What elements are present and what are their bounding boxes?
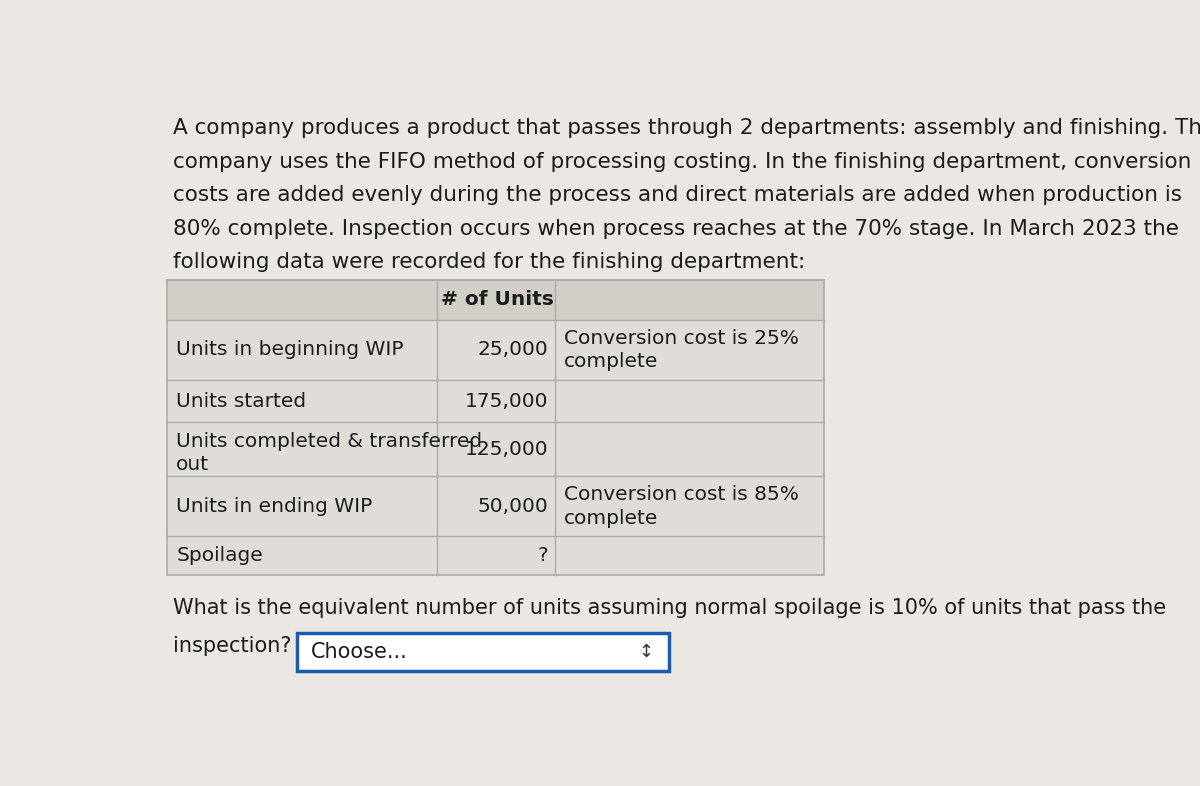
Bar — [167, 380, 824, 422]
Text: complete: complete — [564, 352, 659, 371]
Text: Conversion cost is 25%: Conversion cost is 25% — [564, 329, 799, 348]
Text: 50,000: 50,000 — [478, 497, 548, 516]
Text: # of Units: # of Units — [442, 290, 554, 310]
Text: 125,000: 125,000 — [464, 440, 548, 459]
Text: Units started: Units started — [176, 391, 306, 410]
Text: Spoilage: Spoilage — [176, 546, 263, 565]
Text: complete: complete — [564, 509, 659, 527]
Text: 175,000: 175,000 — [464, 391, 548, 410]
Text: company uses the FIFO method of processing costing. In the finishing department,: company uses the FIFO method of processi… — [173, 152, 1192, 171]
Text: 25,000: 25,000 — [478, 340, 548, 359]
Text: out: out — [176, 454, 210, 474]
Text: Conversion cost is 85%: Conversion cost is 85% — [564, 486, 799, 505]
Bar — [298, 633, 670, 671]
Text: Units in ending WIP: Units in ending WIP — [176, 497, 373, 516]
Bar — [167, 536, 824, 575]
Text: Units completed & transferred: Units completed & transferred — [176, 432, 482, 450]
Text: inspection?: inspection? — [173, 637, 292, 656]
Text: ?: ? — [538, 546, 548, 565]
Bar — [167, 422, 824, 476]
Text: Choose...: Choose... — [311, 642, 408, 662]
Text: A company produces a product that passes through 2 departments: assembly and fin: A company produces a product that passes… — [173, 118, 1200, 138]
Text: What is the equivalent number of units assuming normal spoilage is 10% of units : What is the equivalent number of units a… — [173, 598, 1166, 618]
Text: ↕: ↕ — [638, 643, 654, 661]
Bar — [167, 280, 824, 320]
Text: costs are added evenly during the process and direct materials are added when pr: costs are added evenly during the proces… — [173, 185, 1182, 205]
Text: following data were recorded for the finishing department:: following data were recorded for the fin… — [173, 252, 805, 272]
Text: 80% complete. Inspection occurs when process reaches at the 70% stage. In March : 80% complete. Inspection occurs when pro… — [173, 219, 1180, 239]
Text: Units in beginning WIP: Units in beginning WIP — [176, 340, 404, 359]
